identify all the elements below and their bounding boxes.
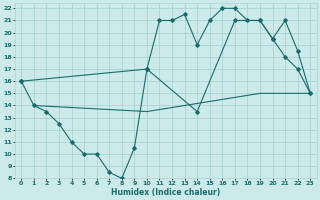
X-axis label: Humidex (Indice chaleur): Humidex (Indice chaleur) [111, 188, 220, 197]
